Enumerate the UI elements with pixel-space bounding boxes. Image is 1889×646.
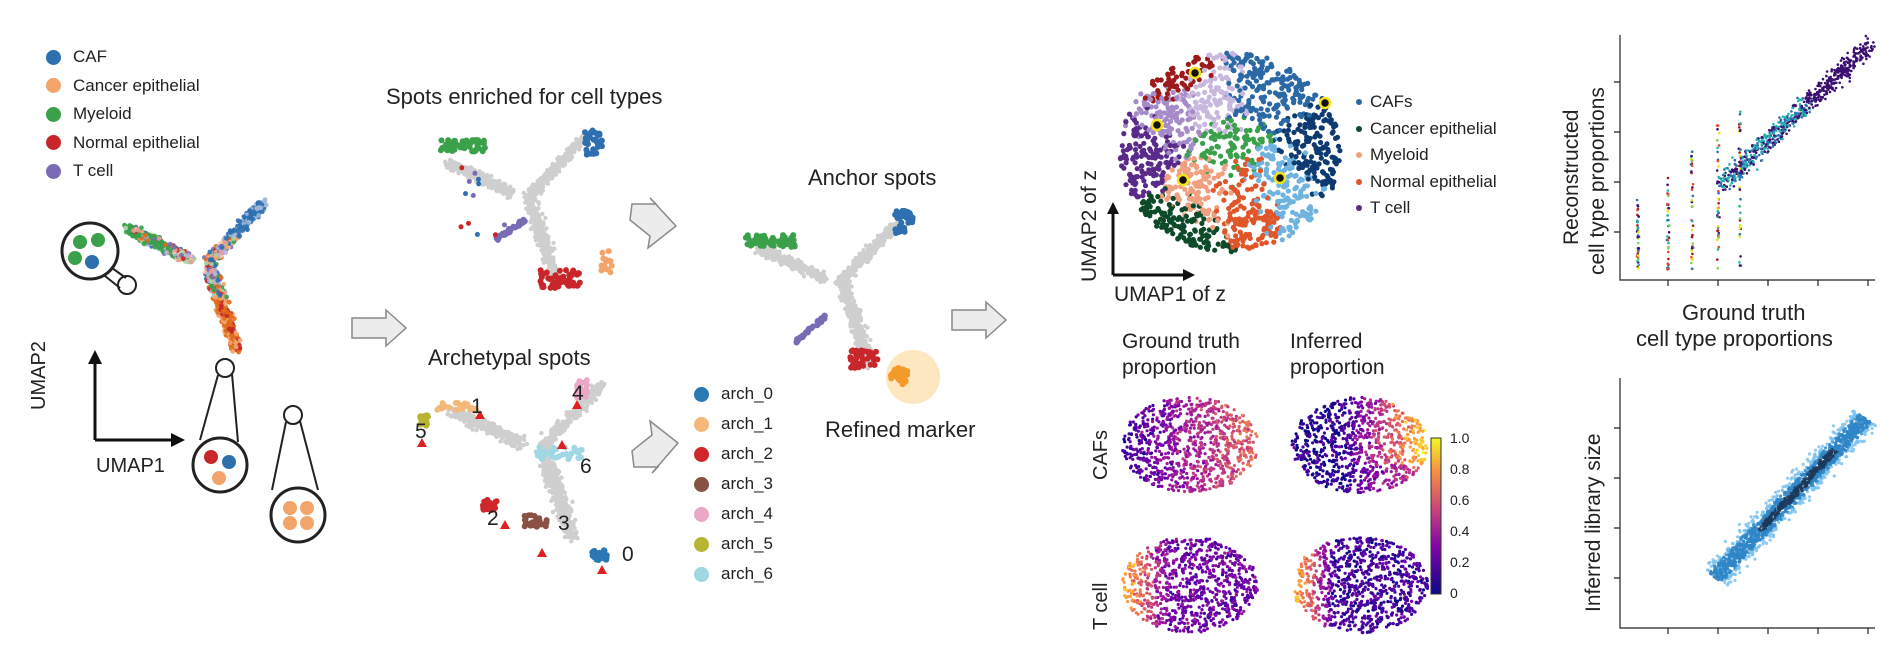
arch-legend-swatch xyxy=(694,386,709,402)
flow-arrow-up xyxy=(629,197,678,250)
cell-legend-label: Myeloid xyxy=(73,104,132,123)
arch-legend-item: arch_5 xyxy=(694,534,773,554)
arch-legend-swatch xyxy=(694,476,709,492)
cell-legend-label: T cell xyxy=(73,161,114,180)
flow-arrow-1 xyxy=(351,308,408,348)
cell-legend-swatch xyxy=(46,135,61,150)
cell-legend-swatch xyxy=(46,78,61,93)
proportion-heat-plots xyxy=(1121,395,1430,635)
latent-legend-label: Myeloid xyxy=(1370,145,1429,164)
arch-legend-item: arch_0 xyxy=(694,384,773,404)
umap-embedding-plot xyxy=(60,197,327,544)
colorbar-tick-label: 0.4 xyxy=(1450,523,1470,539)
scatter1-ylabel-1: Reconstructed xyxy=(1560,109,1583,245)
colorbar xyxy=(1430,437,1442,595)
refined-marker-label: Refined marker xyxy=(825,417,976,442)
row-label-tcell: T cell xyxy=(1090,582,1112,630)
archetypal-title: Archetypal spots xyxy=(428,345,591,370)
cell-legend-item: T cell xyxy=(46,161,113,181)
arch-legend-swatch xyxy=(694,446,709,462)
cell-legend-label: CAF xyxy=(73,47,107,66)
arch-legend-label: arch_2 xyxy=(721,444,773,463)
latent-umap-plot xyxy=(1117,50,1343,255)
arch-legend-swatch xyxy=(694,416,709,432)
inferred-title-1: Inferred xyxy=(1290,330,1363,353)
proportion-scatter-plot xyxy=(1614,34,1876,286)
arch-legend-item: arch_6 xyxy=(694,564,773,584)
archetype-number: 2 xyxy=(487,507,499,530)
row-label-cafs: CAFs xyxy=(1090,430,1112,480)
flow-arrow-2 xyxy=(951,300,1008,340)
arch-legend-item: arch_2 xyxy=(694,444,773,464)
enriched-spots-plot xyxy=(437,127,615,291)
arch-legend-label: arch_1 xyxy=(721,414,773,433)
archetype-number: 6 xyxy=(580,455,592,478)
latent-legend-label: CAFs xyxy=(1370,92,1413,111)
latent-legend-item: Myeloid xyxy=(1356,145,1429,165)
cell-legend-item: Normal epithelial xyxy=(46,133,200,153)
arch-legend-swatch xyxy=(694,506,709,522)
latent-legend-label: Normal epithelial xyxy=(1370,171,1497,191)
latent-legend-item: Cancer epithelial xyxy=(1356,119,1497,139)
ground-truth-title-1: Ground truth xyxy=(1122,330,1240,353)
archetype-number: 5 xyxy=(415,420,427,443)
arch-legend-item: arch_1 xyxy=(694,414,773,434)
colorbar-tick-label: 0 xyxy=(1450,585,1458,601)
arch-legend-swatch xyxy=(694,536,709,552)
latent-axes xyxy=(1107,202,1195,281)
latent-legend-label: Cancer epithelial xyxy=(1370,118,1497,138)
flow-arrow-down xyxy=(631,419,680,474)
latent-legend-swatch xyxy=(1356,178,1362,185)
archetype-number: 3 xyxy=(558,512,570,535)
arch-legend-label: arch_6 xyxy=(721,564,773,583)
cell-legend-item: CAF xyxy=(46,47,107,67)
latent-legend-item: CAFs xyxy=(1356,92,1413,112)
archetype-number: 0 xyxy=(622,543,634,566)
cell-legend-label: Cancer epithelial xyxy=(73,75,200,95)
colorbar-tick-label: 0.2 xyxy=(1450,554,1470,570)
archetype-number: 4 xyxy=(572,382,584,405)
colorbar-tick-label: 0.8 xyxy=(1450,461,1470,477)
anchor-spots-plot xyxy=(742,207,940,404)
archetype-number: 1 xyxy=(471,395,483,418)
arch-legend-label: arch_5 xyxy=(721,534,773,553)
scatter1-xlabel-2: cell type proportions xyxy=(1636,326,1833,351)
cell-legend-swatch xyxy=(46,163,61,179)
umap1-axis-label: UMAP1 xyxy=(96,455,165,477)
arch-legend-item: arch_4 xyxy=(694,504,773,524)
enriched-title: Spots enriched for cell types xyxy=(386,84,663,109)
latent-legend-swatch xyxy=(1356,205,1362,211)
inferred-title-2: proportion xyxy=(1290,356,1385,379)
anchor-title: Anchor spots xyxy=(808,165,937,190)
arch-legend-item: arch_3 xyxy=(694,474,773,494)
latent-legend-swatch xyxy=(1356,125,1362,132)
latent-legend-swatch xyxy=(1356,99,1362,105)
latent-legend-item: T cell xyxy=(1356,198,1410,218)
latent-umap1-label: UMAP1 of z xyxy=(1114,283,1227,306)
library-size-density-plot xyxy=(1614,378,1877,634)
cell-legend-item: Myeloid xyxy=(46,104,132,124)
arch-legend-label: arch_0 xyxy=(721,384,773,403)
scatter1-ylabel-2: cell type proportions xyxy=(1586,87,1609,275)
arch-legend-label: arch_3 xyxy=(721,474,773,493)
scatter1-xlabel-1: Ground truth xyxy=(1682,300,1806,325)
latent-umap2-label: UMAP2 of z xyxy=(1078,169,1101,282)
latent-legend-item: Normal epithelial xyxy=(1356,172,1497,192)
colorbar-tick-label: 1.0 xyxy=(1450,430,1470,446)
colorbar-tick-label: 0.6 xyxy=(1450,492,1470,508)
cell-legend-item: Cancer epithelial xyxy=(46,76,200,96)
cell-legend-label: Normal epithelial xyxy=(73,132,200,152)
ground-truth-title-2: proportion xyxy=(1122,356,1217,379)
scatter2-ylabel: Inferred library size xyxy=(1582,433,1605,612)
cell-legend-swatch xyxy=(46,106,61,122)
cell-legend-swatch xyxy=(46,49,61,65)
latent-legend-label: T cell xyxy=(1370,198,1411,217)
umap2-axis-label: UMAP2 xyxy=(28,341,50,410)
arch-legend-label: arch_4 xyxy=(721,504,773,523)
latent-legend-swatch xyxy=(1356,152,1362,158)
archetypal-spots-plot xyxy=(417,377,610,574)
arch-legend-swatch xyxy=(694,566,709,582)
